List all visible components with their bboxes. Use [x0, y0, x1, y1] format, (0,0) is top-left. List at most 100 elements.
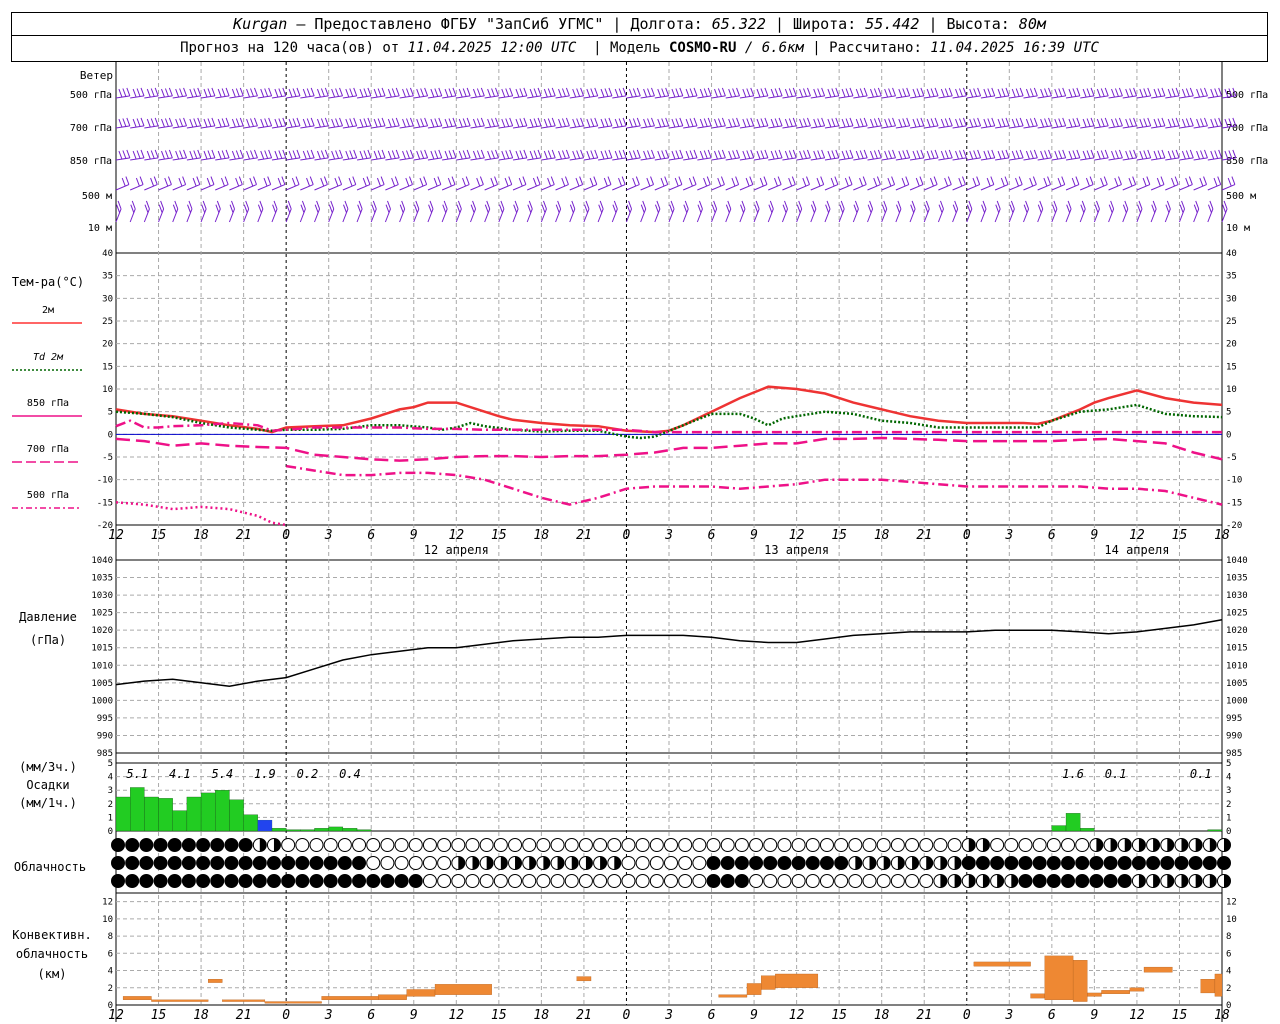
- pressure-tick-label-right: 1035: [1226, 574, 1248, 584]
- cloud-symbol: [125, 874, 140, 888]
- convective-bar: [1214, 973, 1223, 997]
- wind-barb-feather: [626, 204, 631, 213]
- wind-barb-staff: [640, 95, 655, 99]
- wind-barb-feather: [898, 150, 903, 160]
- wind-barb-feather: [501, 118, 506, 128]
- wind-barb-feather: [834, 176, 839, 185]
- wind-barb-feather: [476, 150, 481, 159]
- wind-barb-feather: [948, 117, 953, 127]
- wind-barb-feather: [168, 149, 173, 159]
- cloud-symbol: [380, 838, 395, 852]
- wind-barb-feather: [697, 204, 702, 213]
- wind-barb-feather: [598, 204, 603, 213]
- wind-barb-feather: [679, 149, 684, 159]
- wind-barb-staff: [413, 184, 427, 191]
- wind-barb-feather: [462, 177, 466, 187]
- wind-barb-staff: [1065, 208, 1072, 223]
- wind-barb-staff: [555, 157, 570, 161]
- cloud-symbol: [593, 874, 608, 888]
- cloud-symbol: [975, 856, 990, 870]
- wind-barb-staff: [413, 208, 420, 223]
- wind-barb-feather: [547, 177, 552, 187]
- convective-bars: [122, 955, 1223, 1004]
- wind-barb-feather: [1108, 204, 1113, 213]
- wind-barb-feather: [1224, 88, 1229, 98]
- wind-barb-staff: [980, 125, 995, 129]
- wind-barb-feather: [934, 149, 939, 159]
- convective-bar: [761, 975, 776, 990]
- wind-barb-feather: [1048, 87, 1052, 97]
- precip-tick-label-right: 4: [1226, 773, 1231, 783]
- wind-barb-feather: [1175, 87, 1180, 97]
- wind-barb-feather: [721, 149, 726, 159]
- wind-barb-feather: [523, 149, 528, 159]
- wind-barb-staff: [413, 95, 428, 99]
- wind-barb-feather: [855, 88, 860, 98]
- wind-barb-feather: [575, 177, 580, 187]
- cloud-symbol: [337, 838, 352, 852]
- wind-barb-feather: [1185, 118, 1190, 127]
- cloud-symbol: [522, 838, 537, 852]
- wind-barb-feather: [925, 200, 930, 210]
- wind-barb-feather: [955, 88, 959, 98]
- wind-barb-feather: [1090, 117, 1095, 127]
- wind-barb-staff: [172, 125, 187, 129]
- wind-barb-feather: [1224, 118, 1229, 128]
- wind-barb-staff: [1122, 208, 1129, 223]
- wind-barb-feather: [707, 149, 712, 159]
- cloud-symbol: [990, 838, 1005, 852]
- pressure-tick-label-right: 990: [1226, 731, 1242, 741]
- wind-barb-feather: [750, 87, 755, 97]
- wind-barb-feather: [1090, 149, 1095, 159]
- wind-barb-feather: [494, 176, 499, 185]
- wind-barb-feather: [835, 117, 840, 127]
- wind-barb-feather: [187, 204, 191, 213]
- time-tick-label: 0: [623, 1008, 631, 1023]
- wind-barb-feather: [717, 88, 722, 97]
- wind-barb-staff: [895, 157, 910, 161]
- wind-barb-feather: [1142, 177, 1147, 187]
- wind-barb-feather: [778, 117, 783, 127]
- wind-title: Ветер: [80, 69, 113, 82]
- wind-barb-feather: [764, 149, 769, 159]
- wind-barb-staff: [782, 125, 797, 129]
- wind-barb-feather: [995, 204, 1000, 213]
- wind-barb-staff: [328, 95, 343, 99]
- wind-barb-staff: [1108, 125, 1123, 129]
- time-tick-label: 6: [1048, 1008, 1056, 1023]
- model-label: Модель: [609, 40, 661, 56]
- cloud-symbol-half: [1181, 838, 1188, 852]
- wind-barb-feather: [1023, 204, 1028, 213]
- wind-barb-feather: [501, 88, 506, 98]
- temp-tick-label-left: 40: [102, 249, 113, 259]
- temp-tick-label-left: -20: [97, 521, 113, 531]
- precip-tick-label-right: 0: [1226, 827, 1231, 837]
- wind-barb-feather: [983, 88, 988, 98]
- convective-bar: [122, 996, 152, 1000]
- wind-barb-feather: [1161, 117, 1166, 127]
- wind-barb-feather: [381, 87, 386, 97]
- cloud-symbol-half: [529, 856, 536, 870]
- wind-barb-staff: [356, 95, 371, 99]
- wind-barb-feather: [423, 176, 428, 185]
- wind-barb-staff: [668, 157, 683, 161]
- wind-barb-staff: [215, 95, 230, 99]
- cloud-symbol: [153, 874, 168, 888]
- wind-barb-feather: [799, 118, 804, 128]
- wind-barb-feather: [912, 150, 917, 160]
- wind-barb-feather: [969, 118, 974, 128]
- wind-barb-staff: [328, 125, 343, 129]
- wind-barb-feather: [1185, 150, 1190, 159]
- wind-barb-feather: [306, 118, 311, 127]
- time-tick-label: 12: [1129, 528, 1145, 543]
- wind-barb-staff: [782, 184, 796, 191]
- wind-barb-feather: [813, 118, 818, 128]
- wind-barb-staff: [966, 95, 981, 99]
- wind-barb-feather: [387, 118, 392, 128]
- wind-barb-feather: [122, 88, 127, 97]
- wind-barb-staff: [810, 157, 825, 161]
- wind-barb-feather: [1151, 204, 1156, 213]
- wind-barb-staff: [683, 125, 698, 129]
- time-tick-label: 0: [963, 1008, 971, 1023]
- wind-barb-feather: [268, 117, 273, 127]
